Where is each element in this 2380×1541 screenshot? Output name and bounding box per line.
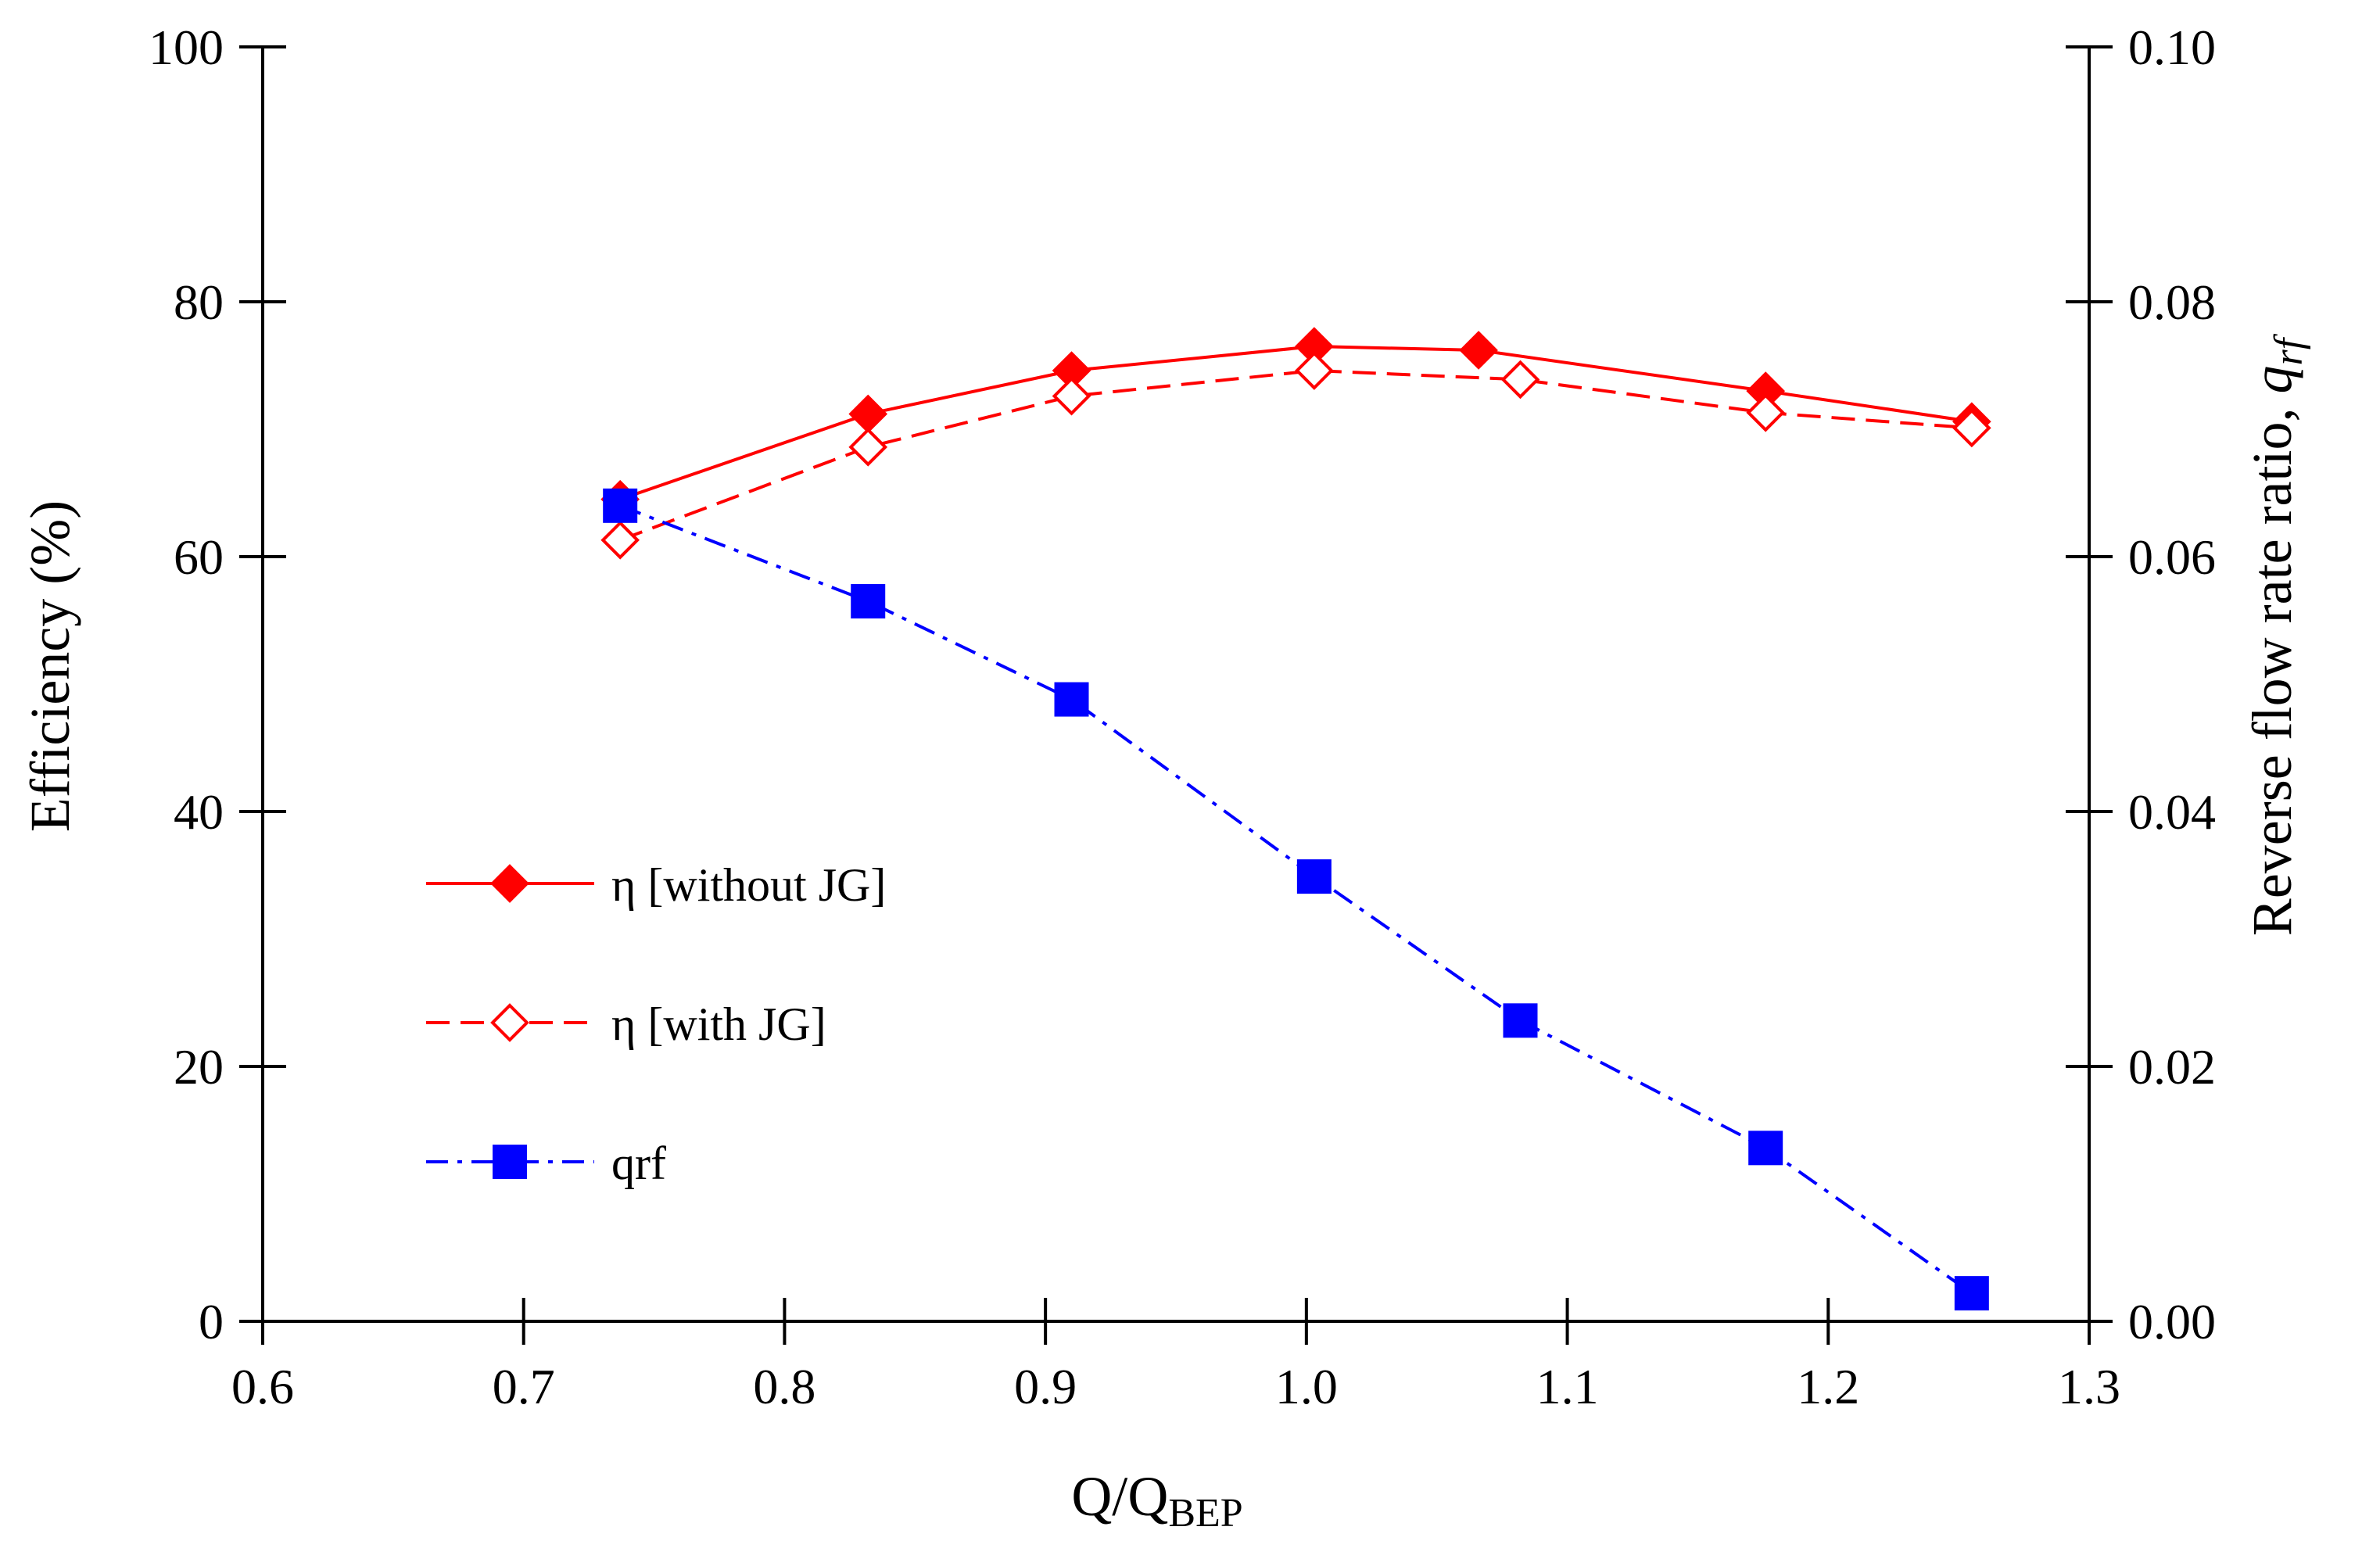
data-point (600, 520, 640, 560)
x-tick-label: 1.1 (1536, 1359, 1599, 1414)
legend-marker-2 (493, 1145, 527, 1179)
data-point (851, 584, 886, 619)
y-tick-label: 0 (199, 1294, 224, 1349)
data-point (1500, 360, 1540, 400)
y-tick-label: 20 (174, 1039, 224, 1095)
data-point (1952, 408, 1991, 448)
data-point (848, 427, 888, 467)
y-tick-label: 80 (174, 274, 224, 330)
y-tick-label: 60 (174, 529, 224, 585)
x-tick-label: 0.8 (753, 1359, 815, 1414)
x-tick-label: 0.6 (231, 1359, 294, 1414)
y2-tick-label: 0.00 (2128, 1294, 2216, 1349)
legend: η [without JG] η [with JG] qrf (426, 859, 886, 1189)
x-tick-label: 0.9 (1014, 1359, 1077, 1414)
data-point (1054, 682, 1089, 717)
data-point (603, 488, 638, 523)
y2-axis-title: Reverse flow rate ratio, qrf (2241, 333, 2311, 936)
y2-tick-label: 0.06 (2128, 529, 2216, 585)
legend-marker-0 (490, 864, 529, 903)
data-point (1295, 351, 1334, 390)
data-point (1296, 859, 1332, 894)
y-tick-label: 40 (174, 784, 224, 840)
legend-label-0: η [without JG] (611, 859, 886, 911)
y2-tick-label: 0.02 (2128, 1039, 2216, 1095)
x-tick-label: 1.2 (1797, 1359, 1859, 1414)
axes: 0.6 0.7 0.8 0.9 1.0 1.1 1.2 1.3 0 20 40 60 80 100 0.00… (149, 20, 2216, 1414)
data-point (1746, 392, 1786, 432)
plot-area (600, 327, 1991, 1311)
data-point (1748, 1131, 1783, 1166)
legend-marker-1 (490, 1003, 529, 1042)
legend-label-2: qrf (611, 1138, 666, 1189)
x-tick-label: 1.0 (1275, 1359, 1338, 1414)
legend-label-1: η [with JG] (611, 998, 826, 1050)
y-tick-label: 100 (149, 20, 224, 75)
x-axis-title: Q/QBEP (1071, 1465, 1242, 1536)
y2-tick-label: 0.04 (2128, 784, 2216, 840)
data-point (1052, 376, 1091, 416)
data-point (1459, 331, 1498, 370)
x-tick-label: 1.3 (2058, 1359, 2120, 1414)
y2-tick-label: 0.10 (2128, 20, 2216, 75)
data-point (1503, 1003, 1538, 1038)
data-point (1954, 1276, 1989, 1311)
data-point (848, 394, 888, 434)
y-axis-title: Efficiency (%) (19, 500, 81, 832)
x-tick-label: 0.7 (493, 1359, 555, 1414)
y2-tick-label: 0.08 (2128, 274, 2216, 330)
